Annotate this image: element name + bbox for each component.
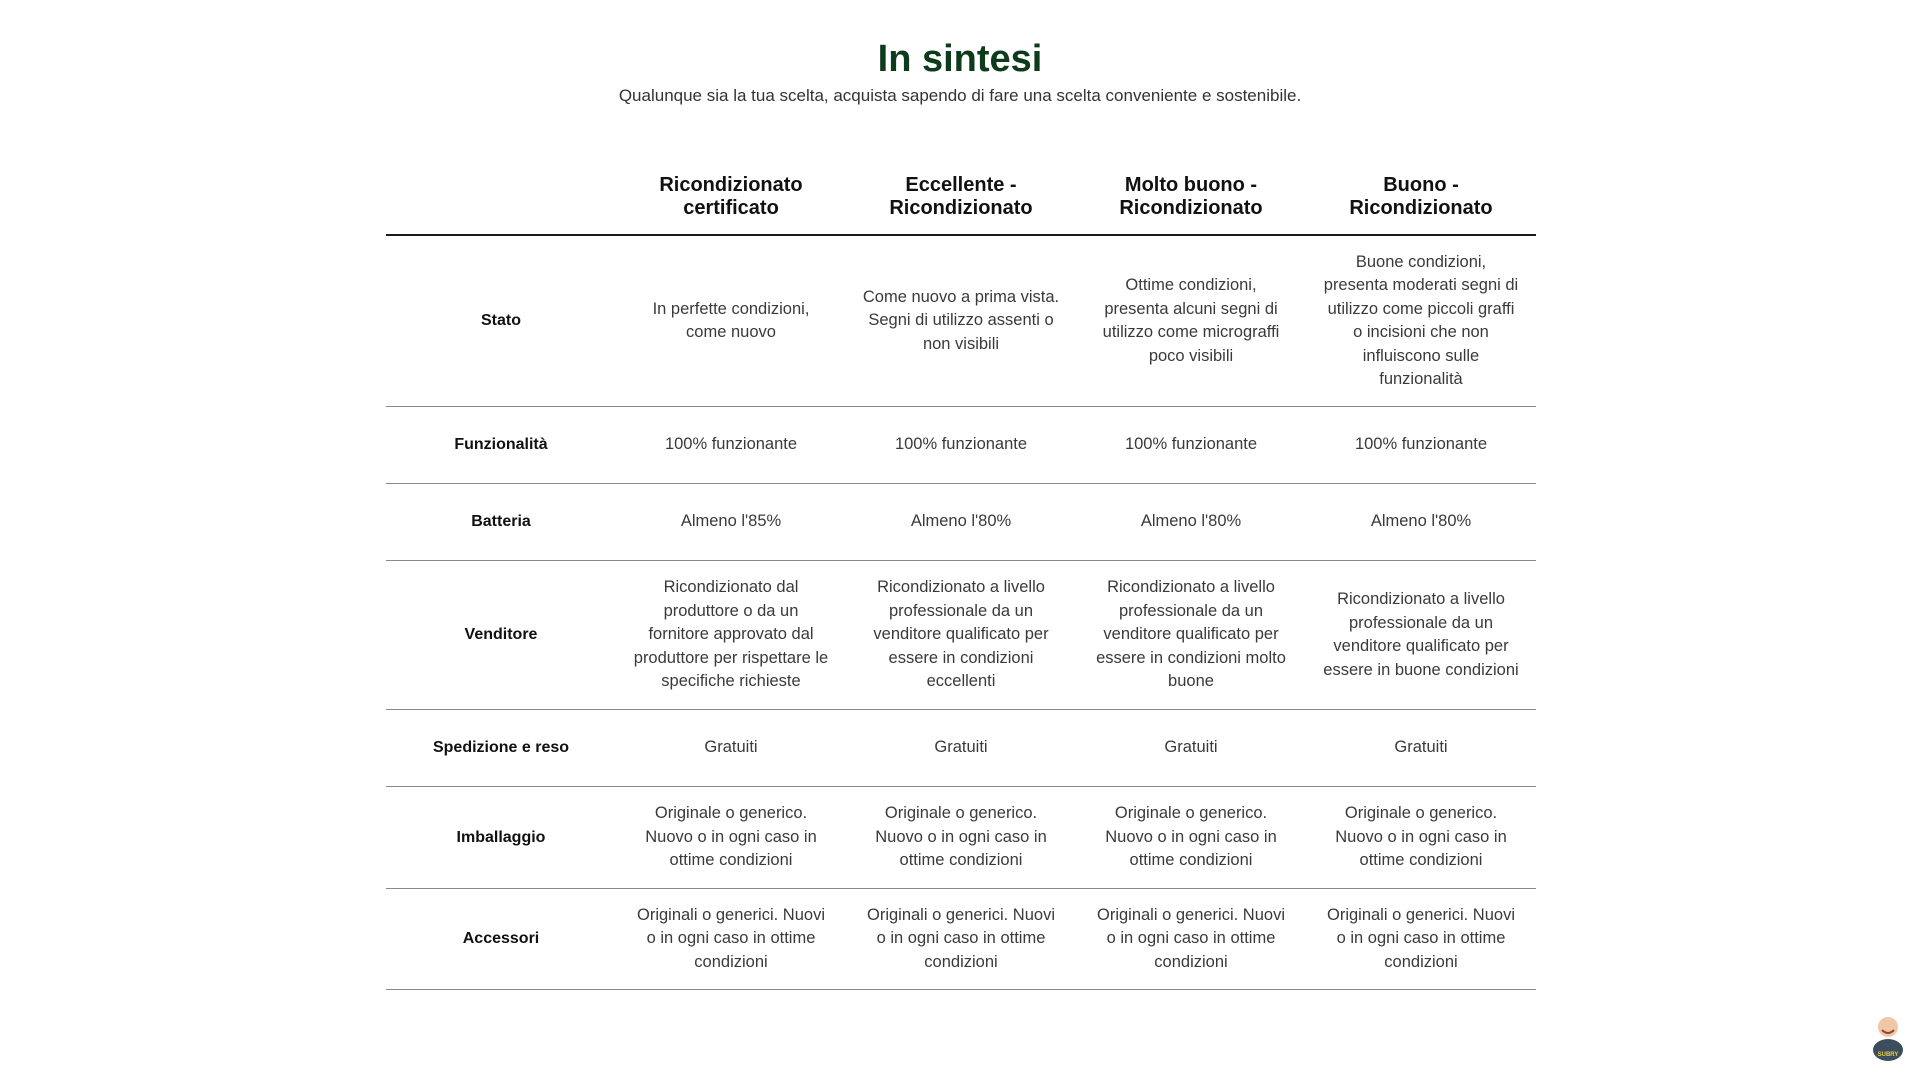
row-label: Funzionalità	[386, 406, 616, 484]
table-cell: 100% funzionante	[1306, 406, 1536, 484]
table-cell: Almeno l'80%	[1076, 483, 1306, 561]
row-label: Venditore	[386, 560, 616, 710]
table-cell: Originale o generico. Nuovo o in ogni ca…	[1076, 786, 1306, 889]
comparison-table: Ricondizionato certificato Eccellente - …	[386, 160, 1536, 990]
table-cell: In perfette condizioni, come nuovo	[616, 235, 846, 407]
column-header	[386, 160, 616, 236]
page-title: In sintesi	[877, 38, 1043, 80]
column-header: Eccellente - Ricondizionato	[846, 160, 1076, 236]
table-row: Imballaggio Originale o generico. Nuovo o…	[386, 786, 1536, 889]
mascot-logo-icon: SUBRY	[1868, 1010, 1908, 1062]
table-cell: Ottime condizioni, presenta alcuni segni…	[1076, 235, 1306, 407]
row-label: Accessori	[386, 888, 616, 990]
row-label: Stato	[386, 235, 616, 407]
table-row: Spedizione e reso Gratuiti Gratuiti Gratuit…	[386, 709, 1536, 787]
table-cell: Originale o generico. Nuovo o in ogni ca…	[1306, 786, 1536, 889]
table-cell: Almeno l'80%	[1306, 483, 1536, 561]
table-cell: Originale o generico. Nuovo o in ogni ca…	[846, 786, 1076, 889]
table-cell: Ricondizionato a livello professionale d…	[846, 560, 1076, 710]
table-cell: Originali o generici. Nuovi o in ogni ca…	[616, 888, 846, 990]
table-row: Batteria Almeno l'85% Almeno l'80% Almeno l…	[386, 483, 1536, 561]
column-header: Buono - Ricondizionato	[1306, 160, 1536, 236]
table-cell: Come nuovo a prima vista. Segni di utili…	[846, 235, 1076, 407]
table-cell: Ricondizionato dal produttore o da un fo…	[616, 560, 846, 710]
table-cell: Ricondizionato a livello professionale d…	[1306, 560, 1536, 710]
table-cell: Gratuiti	[1076, 709, 1306, 787]
table-cell: 100% funzionante	[846, 406, 1076, 484]
column-header: Molto buono - Ricondizionato	[1076, 160, 1306, 236]
table-cell: Ricondizionato a livello professionale d…	[1076, 560, 1306, 710]
table-cell: Originale o generico. Nuovo o in ogni ca…	[616, 786, 846, 889]
table-cell: Gratuiti	[846, 709, 1076, 787]
table-header-row: Ricondizionato certificato Eccellente - …	[386, 160, 1536, 236]
column-header: Ricondizionato certificato	[616, 160, 846, 236]
table-row: Stato In perfette condizioni, come nuovo C…	[386, 235, 1536, 407]
table-cell: Buone condizioni, presenta moderati segn…	[1306, 235, 1536, 407]
row-label: Imballaggio	[386, 786, 616, 889]
mascot-text: SUBRY	[1878, 1052, 1899, 1058]
table-cell: Originali o generici. Nuovi o in ogni ca…	[1306, 888, 1536, 990]
table-cell: Gratuiti	[616, 709, 846, 787]
table-cell: Originali o generici. Nuovi o in ogni ca…	[846, 888, 1076, 990]
table-row: Venditore Ricondizionato dal produttore o…	[386, 560, 1536, 710]
table-cell: 100% funzionante	[616, 406, 846, 484]
table-cell: Gratuiti	[1306, 709, 1536, 787]
table-row: Accessori Originali o generici. Nuovi o i…	[386, 888, 1536, 990]
table-cell: 100% funzionante	[1076, 406, 1306, 484]
row-label: Batteria	[386, 483, 616, 561]
row-label: Spedizione e reso	[386, 709, 616, 787]
table-cell: Originali o generici. Nuovi o in ogni ca…	[1076, 888, 1306, 990]
page-subtitle: Qualunque sia la tua scelta, acquista sa…	[618, 86, 1302, 105]
table-row: Funzionalità 100% funzionante 100% funzion…	[386, 406, 1536, 484]
table-cell: Almeno l'80%	[846, 483, 1076, 561]
table-cell: Almeno l'85%	[616, 483, 846, 561]
